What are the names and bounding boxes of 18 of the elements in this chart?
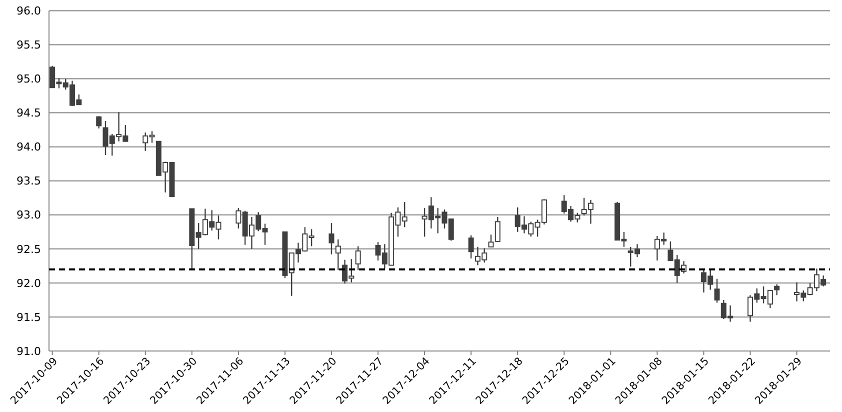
y-tick-label: 91.5	[16, 310, 41, 324]
y-tick-label: 94.5	[16, 106, 41, 120]
y-tick-label: 95.0	[16, 72, 41, 86]
y-tick-label: 92.5	[16, 242, 41, 256]
candlestick	[774, 284, 780, 296]
y-tick-label: 91.0	[16, 344, 41, 358]
candlestick	[96, 116, 102, 130]
y-tick-label: 94.0	[16, 140, 41, 154]
candlestick	[468, 234, 474, 260]
y-tick-label: 93.5	[16, 174, 41, 188]
candlestick	[328, 222, 334, 255]
y-tick-label: 93.0	[16, 208, 41, 222]
y-tick-label: 92.0	[16, 276, 41, 290]
y-tick-label: 96.0	[16, 4, 41, 18]
candlestick	[714, 278, 720, 304]
candlestick	[335, 238, 341, 271]
y-tick-label: 95.5	[16, 38, 41, 52]
candlestick	[355, 246, 361, 271]
